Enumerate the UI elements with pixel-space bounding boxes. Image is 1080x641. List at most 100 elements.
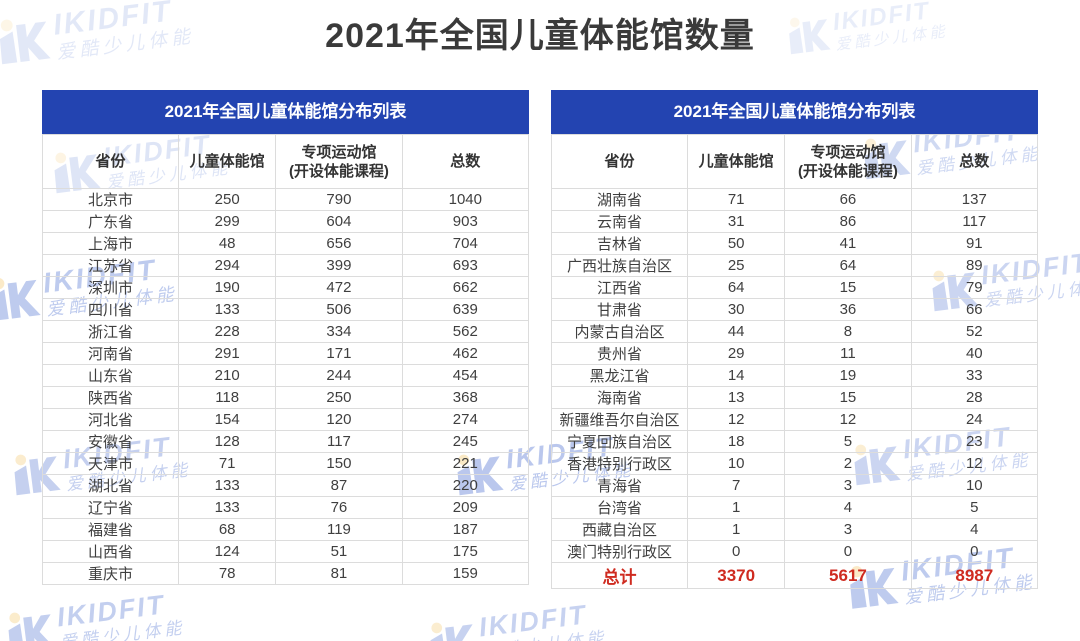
- province-cell: 辽宁省: [41, 496, 180, 519]
- table-row: 广西壮族自治区 25 64 89: [550, 254, 1039, 277]
- province-cell: 吉林省: [550, 232, 689, 255]
- col-header-province: 省份: [41, 134, 180, 189]
- value-cell: 12: [784, 408, 912, 431]
- value-cell: 18: [687, 430, 786, 453]
- province-cell: 澳门特别行政区: [550, 540, 689, 563]
- value-cell: 639: [401, 298, 530, 321]
- value-cell: 64: [784, 254, 912, 277]
- value-cell: 89: [910, 254, 1039, 277]
- value-cell: 11: [784, 342, 912, 365]
- col-header-gyms: 儿童体能馆: [178, 134, 277, 189]
- col-header-special: 专项运动馆 (开设体能课程): [784, 134, 912, 189]
- table-row: 河南省 291 171 462: [41, 342, 530, 365]
- brand-name: IKIDFIT: [55, 589, 167, 633]
- table-row: 湖南省 71 66 137: [550, 188, 1039, 211]
- province-cell: 江苏省: [41, 254, 180, 277]
- value-cell: 220: [401, 474, 530, 497]
- table-row: 云南省 31 86 117: [550, 210, 1039, 233]
- col-header-special-line2: (开设体能课程): [797, 162, 898, 180]
- table-row: 福建省 68 119 187: [41, 518, 530, 541]
- table-row: 黑龙江省 14 19 33: [550, 364, 1039, 387]
- value-cell: 244: [275, 364, 403, 387]
- value-cell: 117: [910, 210, 1039, 233]
- value-cell: 23: [910, 430, 1039, 453]
- table-row: 天津市 71 150 221: [41, 452, 530, 475]
- province-cell: 山西省: [41, 540, 180, 563]
- table-row: 宁夏回族自治区 18 5 23: [550, 430, 1039, 453]
- table-row: 贵州省 29 11 40: [550, 342, 1039, 365]
- value-cell: 10: [910, 474, 1039, 497]
- value-cell: 41: [784, 232, 912, 255]
- table-row: 重庆市 78 81 159: [41, 562, 530, 585]
- value-cell: 209: [401, 496, 530, 519]
- value-cell: 1: [687, 496, 786, 519]
- province-cell: 贵州省: [550, 342, 689, 365]
- value-cell: 150: [275, 452, 403, 475]
- value-cell: 71: [687, 188, 786, 211]
- value-cell: 71: [178, 452, 277, 475]
- value-cell: 210: [178, 364, 277, 387]
- value-cell: 48: [178, 232, 277, 255]
- value-cell: 25: [687, 254, 786, 277]
- col-header-special-line1: 专项运动馆: [810, 143, 886, 161]
- brand-name: IKIDFIT: [477, 599, 589, 641]
- value-cell: 187: [401, 518, 530, 541]
- province-cell: 台湾省: [550, 496, 689, 519]
- value-cell: 44: [687, 320, 786, 343]
- province-cell: 浙江省: [41, 320, 180, 343]
- value-cell: 190: [178, 276, 277, 299]
- col-header-special: 专项运动馆 (开设体能课程): [275, 134, 403, 189]
- brand-logo-icon: [3, 601, 55, 641]
- brand-tagline: 爱酷少儿体能: [59, 618, 187, 641]
- value-cell: 118: [178, 386, 277, 409]
- table-row: 海南省 13 15 28: [550, 386, 1039, 409]
- value-cell: 399: [275, 254, 403, 277]
- value-cell: 4: [784, 496, 912, 519]
- value-cell: 81: [275, 562, 403, 585]
- province-cell: 云南省: [550, 210, 689, 233]
- value-cell: 91: [910, 232, 1039, 255]
- right-header-row: 省份 儿童体能馆 专项运动馆 (开设体能课程) 总数: [550, 134, 1039, 189]
- province-cell: 安徽省: [41, 430, 180, 453]
- value-cell: 5: [784, 430, 912, 453]
- value-cell: 4: [910, 518, 1039, 541]
- value-cell: 656: [275, 232, 403, 255]
- total-value-cell: 5617: [784, 562, 912, 589]
- col-header-special-line1: 专项运动馆: [301, 143, 377, 161]
- value-cell: 228: [178, 320, 277, 343]
- table-row: 陕西省 118 250 368: [41, 386, 530, 409]
- value-cell: 78: [178, 562, 277, 585]
- table-row: 吉林省 50 41 91: [550, 232, 1039, 255]
- table-row: 江西省 64 15 79: [550, 276, 1039, 299]
- table-row: 澳门特别行政区 0 0 0: [550, 540, 1039, 563]
- table-row: 新疆维吾尔自治区 12 12 24: [550, 408, 1039, 431]
- left-header-row: 省份 儿童体能馆 专项运动馆 (开设体能课程) 总数: [41, 134, 530, 189]
- province-cell: 青海省: [550, 474, 689, 497]
- province-cell: 内蒙古自治区: [550, 320, 689, 343]
- province-cell: 重庆市: [41, 562, 180, 585]
- value-cell: 33: [910, 364, 1039, 387]
- value-cell: 250: [178, 188, 277, 211]
- value-cell: 294: [178, 254, 277, 277]
- total-value-cell: 8987: [910, 562, 1039, 589]
- table-row: 北京市 250 790 1040: [41, 188, 530, 211]
- col-header-province: 省份: [550, 134, 689, 189]
- right-table-title-banner: 2021年全国儿童体能馆分布列表: [551, 90, 1038, 134]
- value-cell: 40: [910, 342, 1039, 365]
- value-cell: 159: [401, 562, 530, 585]
- table-row: 辽宁省 133 76 209: [41, 496, 530, 519]
- brand-tagline: 爱酷少儿体能: [481, 627, 609, 641]
- value-cell: 51: [275, 540, 403, 563]
- province-cell: 广东省: [41, 210, 180, 233]
- value-cell: 562: [401, 320, 530, 343]
- value-cell: 30: [687, 298, 786, 321]
- province-cell: 河北省: [41, 408, 180, 431]
- value-cell: 245: [401, 430, 530, 453]
- value-cell: 29: [687, 342, 786, 365]
- province-cell: 河南省: [41, 342, 180, 365]
- province-cell: 江西省: [550, 276, 689, 299]
- value-cell: 693: [401, 254, 530, 277]
- total-label-cell: 总计: [550, 562, 689, 589]
